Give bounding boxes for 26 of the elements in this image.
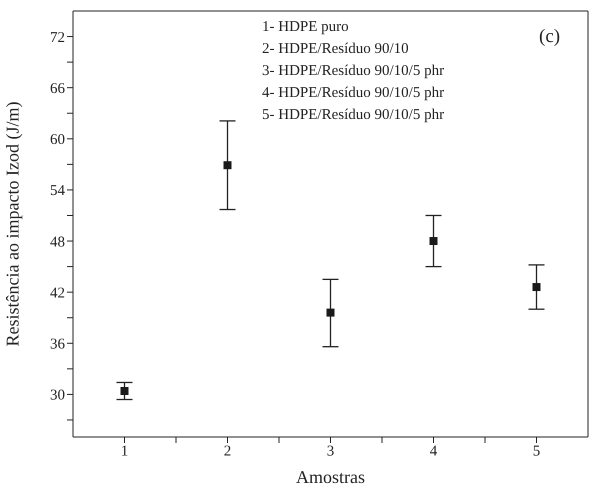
point (326, 308, 334, 317)
annotation: 2- HDPE/Resíduo 90/10 (262, 40, 410, 59)
point (430, 237, 438, 246)
annotation: 1- HDPE puro (262, 18, 350, 37)
y-tick-label: 48 (50, 234, 65, 250)
annotation: 4- HDPE/Resíduo 90/10/5 phr (262, 84, 444, 103)
y-tick-label: 72 (50, 30, 65, 46)
annotation: 5- HDPE/Resíduo 90/10/5 phr (262, 106, 444, 125)
y-tick-label: 30 (50, 388, 65, 404)
x-tick-label: 2 (224, 444, 232, 460)
point (532, 283, 540, 292)
y-tick-label: 66 (50, 81, 66, 98)
y-tick-label: 36 (50, 336, 66, 353)
x-tick-label: 1 (120, 444, 128, 460)
x-tick-label: 4 (430, 444, 438, 460)
point (224, 161, 232, 170)
y-tick-label: 54 (50, 183, 66, 200)
x-tick-label: 5 (532, 444, 540, 460)
annotation: (c) (539, 26, 560, 48)
annotation: 3- HDPE/Resíduo 90/10/5 phr (262, 62, 444, 81)
point (120, 386, 128, 395)
y-tick-label: 60 (50, 132, 65, 148)
x-axis-title: Amostras (296, 467, 365, 487)
y-tick-label: 42 (50, 285, 65, 302)
x-tick-label: 3 (326, 444, 334, 460)
y-axis-title: Resistência ao impacto Izod (J/m) (2, 102, 22, 346)
